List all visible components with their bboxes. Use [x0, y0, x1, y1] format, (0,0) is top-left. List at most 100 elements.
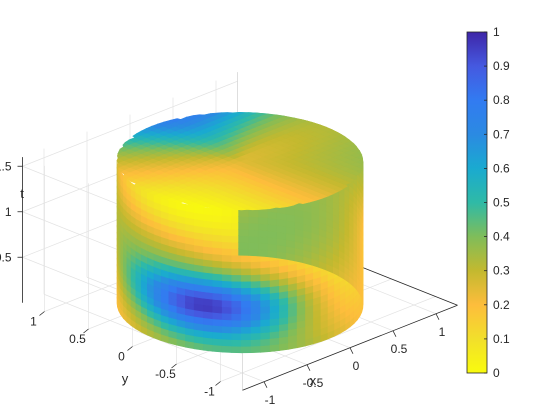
x-tick-mark	[306, 364, 311, 371]
side-patch	[247, 216, 259, 224]
colorbar-tick-label: 0.2	[493, 298, 510, 312]
colorbar-tick-label: 0.5	[493, 196, 510, 210]
side-patch	[250, 293, 261, 302]
side-patch	[257, 210, 268, 219]
side-patch	[221, 260, 233, 269]
side-patch	[250, 338, 261, 347]
side-patch	[221, 299, 233, 308]
x-tick-mark	[435, 313, 440, 320]
top-patch	[210, 112, 222, 116]
side-patch	[260, 299, 271, 308]
side-patch	[241, 300, 252, 308]
side-patch	[212, 305, 223, 314]
side-patch	[221, 273, 233, 282]
side-patch	[250, 319, 261, 328]
side-patch	[212, 279, 223, 288]
top-patch	[169, 118, 182, 122]
y-tick-label: 0	[118, 350, 125, 364]
x-tick-label: 1	[439, 325, 446, 339]
y-tick-mark	[215, 381, 221, 386]
side-patch	[212, 292, 223, 301]
x-tick-label: -0.5	[303, 376, 324, 390]
y-tick-label: 1	[30, 315, 37, 329]
side-patch	[260, 273, 271, 282]
side-patch	[212, 234, 223, 243]
side-patch	[238, 222, 249, 230]
cylinder-surface	[116, 112, 364, 354]
side-patch	[231, 306, 242, 315]
side-patch	[260, 325, 271, 334]
side-patch	[221, 241, 233, 249]
side-patch	[212, 311, 223, 320]
side-patch	[221, 286, 233, 295]
side-patch	[241, 280, 252, 289]
side-patch	[257, 236, 268, 245]
side-patch	[247, 248, 259, 257]
side-patch	[221, 267, 233, 275]
side-patch	[212, 221, 223, 230]
side-patch	[260, 318, 271, 327]
top-patch	[221, 112, 233, 116]
side-patch	[221, 234, 233, 243]
side-patch	[231, 313, 242, 321]
side-patch	[238, 248, 249, 256]
side-patch	[260, 305, 271, 314]
side-patch	[250, 326, 261, 334]
side-patch	[221, 247, 233, 256]
side-patch	[241, 339, 252, 347]
side-patch	[212, 208, 223, 217]
y-axis-label: y	[122, 371, 129, 386]
side-patch	[221, 325, 233, 334]
side-patch	[212, 214, 223, 223]
side-patch	[250, 313, 261, 321]
side-patch	[231, 319, 242, 328]
side-patch	[212, 337, 223, 346]
side-patch	[260, 279, 271, 288]
side-patch	[231, 293, 242, 302]
side-patch	[231, 280, 242, 289]
colorbar-tick-label: 1	[493, 25, 500, 39]
y-tick-label: -0.5	[155, 367, 176, 381]
colorbar-tick-label: 0.9	[493, 59, 510, 73]
side-patch	[221, 215, 233, 224]
side-patch	[231, 274, 242, 282]
side-patch	[241, 267, 252, 276]
side-patch	[241, 332, 252, 341]
side-patch	[250, 274, 261, 282]
side-patch	[212, 227, 223, 236]
x-tick-mark	[392, 330, 397, 337]
side-patch	[221, 228, 233, 237]
side-patch	[241, 319, 252, 328]
side-patch	[212, 286, 223, 294]
y-tick-mark	[39, 311, 45, 316]
side-patch	[250, 300, 261, 308]
side-patch	[238, 235, 249, 243]
top-patch	[273, 114, 285, 118]
side-patch	[241, 293, 252, 302]
side-patch	[247, 222, 259, 231]
side-patch	[238, 209, 249, 217]
side-patch	[260, 331, 271, 340]
side-patch	[221, 208, 233, 217]
side-patch	[241, 313, 252, 321]
side-patch	[221, 338, 233, 347]
top-patch	[255, 112, 268, 116]
top-patch	[244, 112, 257, 116]
top-patch	[192, 114, 204, 118]
x-tick-mark	[349, 347, 354, 354]
side-patch	[257, 242, 268, 251]
side-patch	[247, 242, 259, 250]
side-patch	[231, 267, 242, 276]
side-patch	[260, 286, 271, 295]
side-patch	[221, 280, 233, 288]
z-tick-label: 1.5	[0, 159, 12, 173]
side-patch	[260, 260, 271, 269]
side-patch	[212, 344, 223, 353]
side-patch	[231, 339, 242, 347]
colorbar-ticks: 0 0.1 0.2 0.3 0.4 0.5 0.6 0.7 0.8 0.9 1	[484, 25, 510, 380]
side-patch	[212, 324, 223, 333]
side-patch	[221, 319, 233, 327]
x-tick-label: 0	[353, 359, 360, 373]
side-patch	[231, 254, 242, 263]
